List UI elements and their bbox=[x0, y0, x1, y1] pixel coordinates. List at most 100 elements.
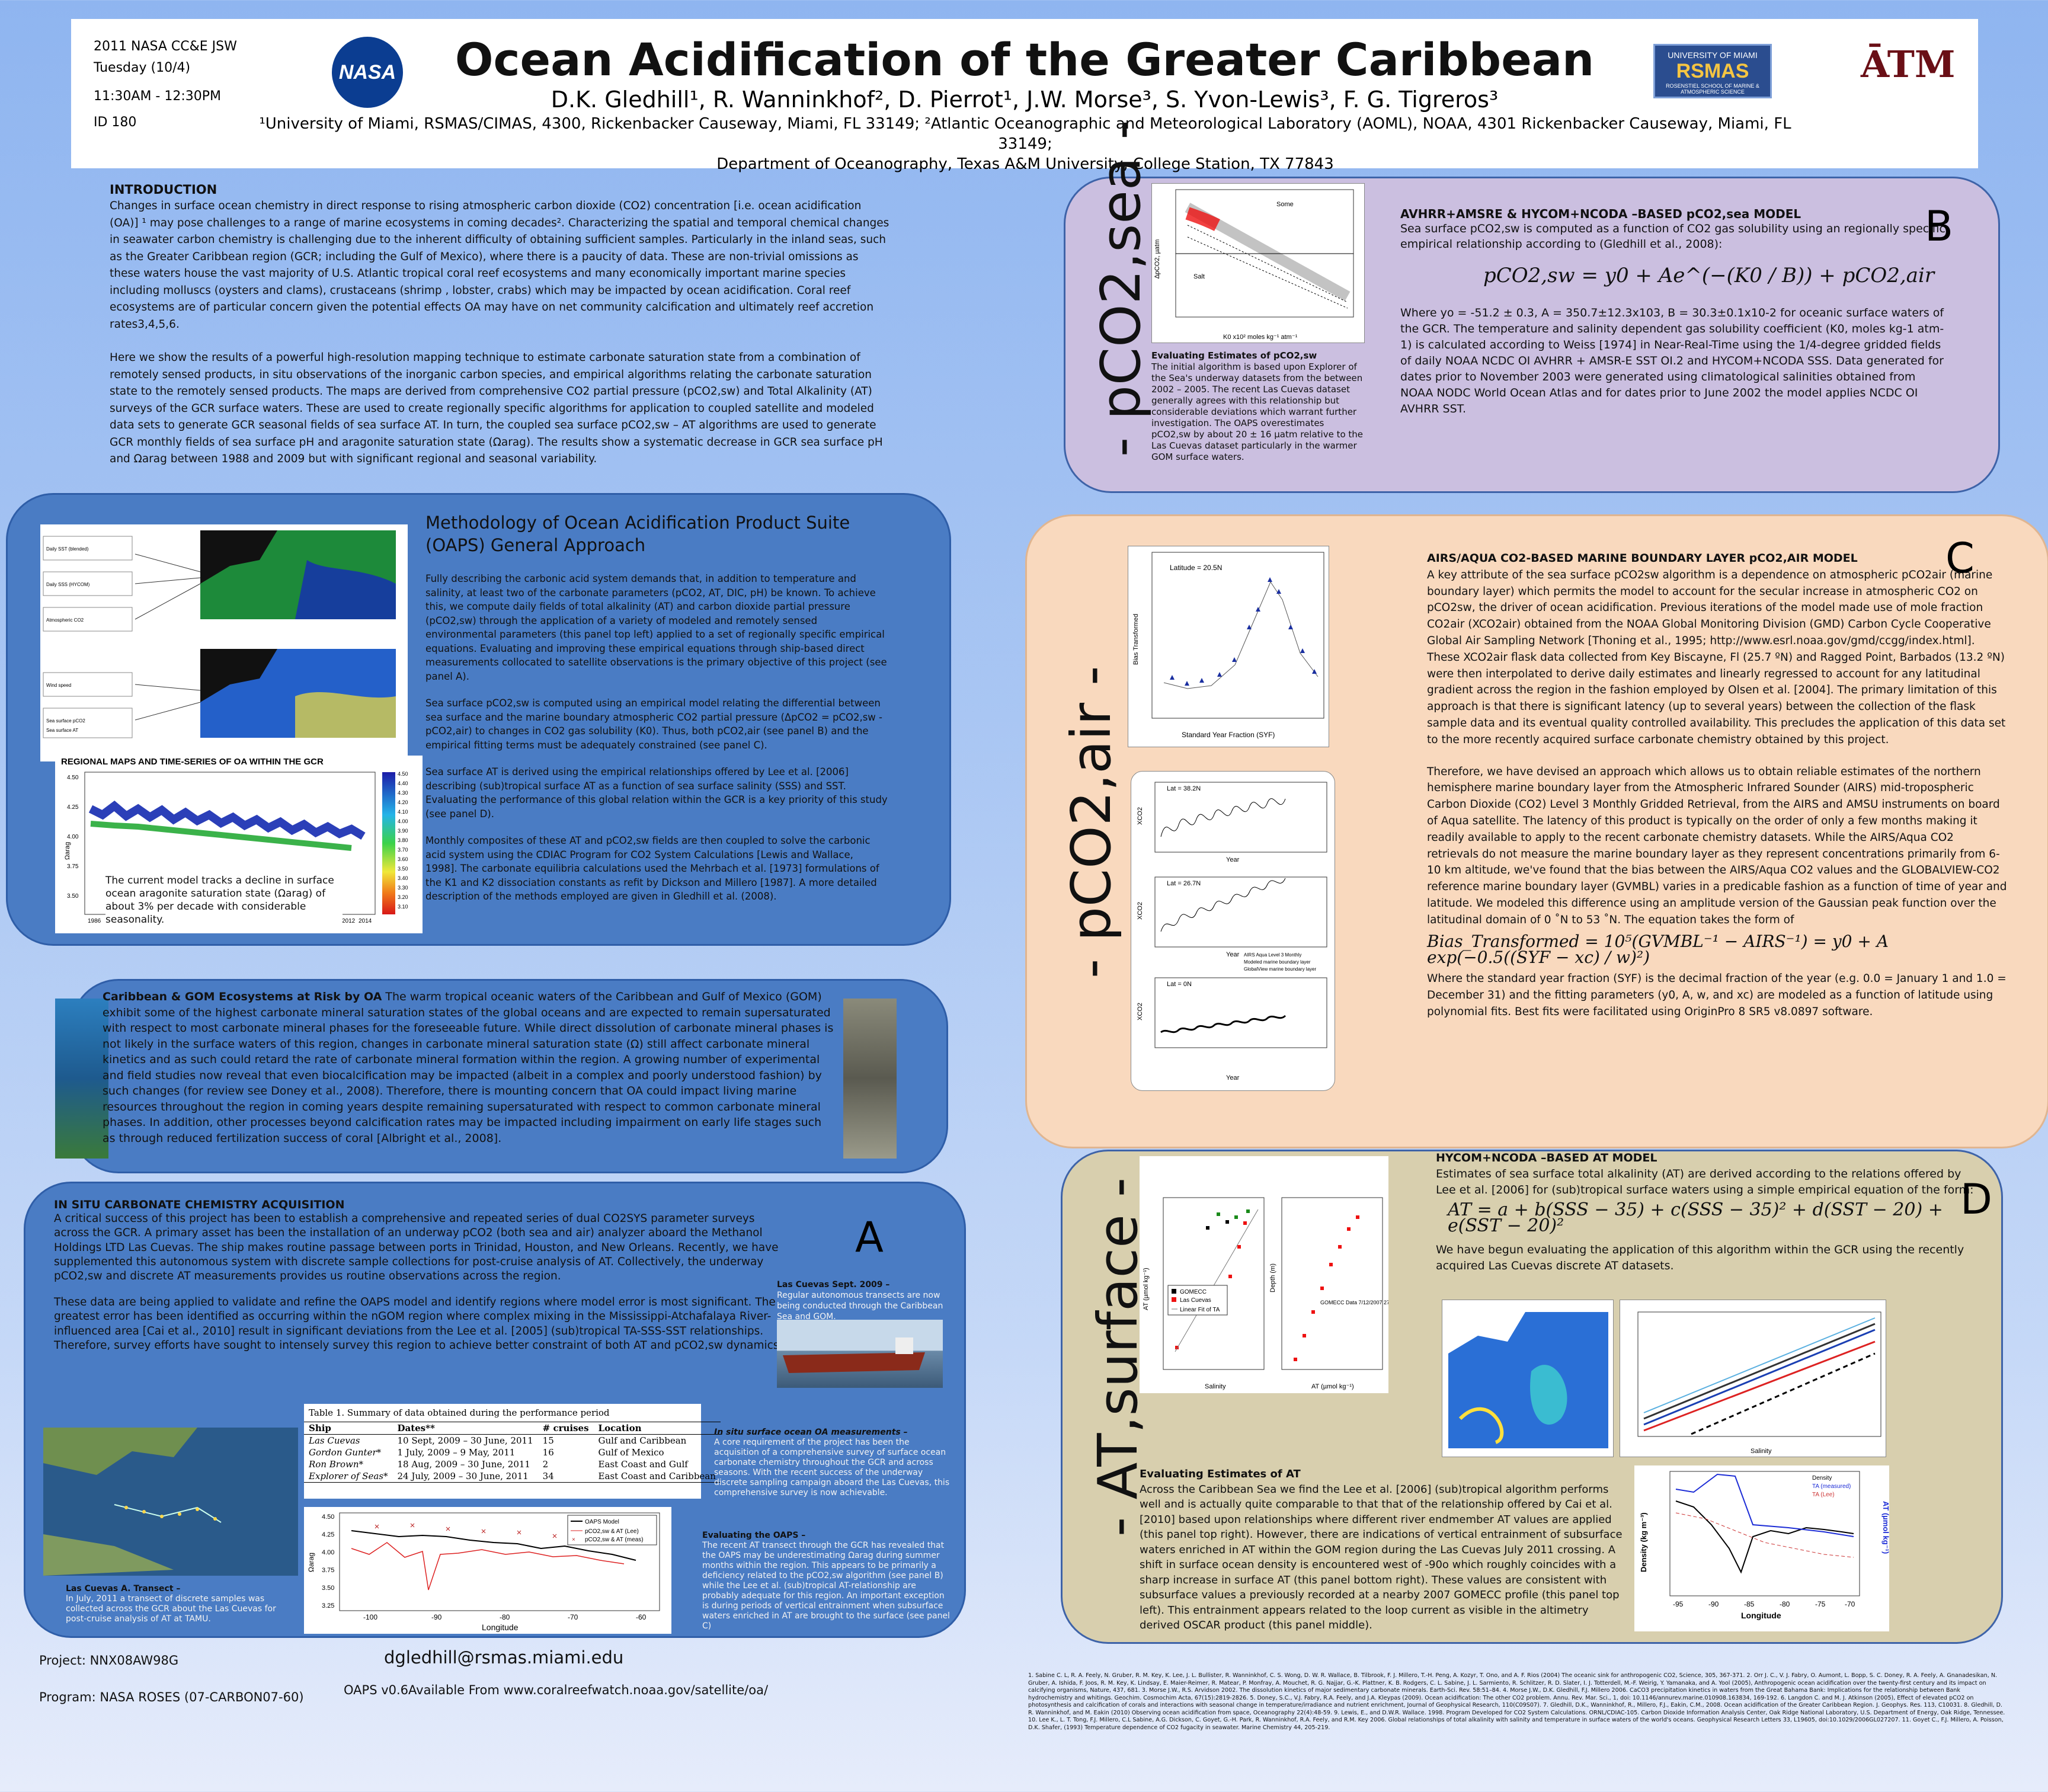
panel-c-paragraph-1: A key attribute of the sea surface pCO2s… bbox=[1427, 568, 2006, 746]
oaps-xlabel: Longitude bbox=[482, 1623, 519, 1632]
panel-b-text: AVHRR+AMSRE & HYCOM+NCODA –BASED pCO2,se… bbox=[1400, 207, 1945, 417]
cbar-tick-10: 3.60 bbox=[398, 856, 408, 862]
insitu-caption: In situ surface ocean OA measurements – … bbox=[714, 1428, 951, 1498]
texas-am-logo: ĀTM bbox=[1861, 43, 1956, 86]
oaps-ytick-1: 4.50 bbox=[322, 1513, 334, 1521]
oaps-meas-points bbox=[375, 1523, 557, 1538]
oaps-ylabel: Ωarag bbox=[307, 1553, 315, 1572]
cruise-summary-table: Table 1. Summary of data obtained during… bbox=[304, 1404, 721, 1499]
panel-a-paragraph-2: These data are being applied to validate… bbox=[54, 1296, 783, 1352]
footer-email[interactable]: dgledhill@rsmas.miami.edu bbox=[384, 1647, 623, 1668]
density-series bbox=[1675, 1500, 1854, 1574]
panel-b-letter: B bbox=[1925, 202, 1954, 251]
panel-b-scatter-svg: Some Salt K0 x10² moles kg⁻¹ atm⁻¹ ∆pCO2… bbox=[1154, 189, 1354, 341]
methods-paragraph-2: Sea surface pCO2,sw is computed using an… bbox=[425, 697, 882, 751]
oaps-xtick-3: -80 bbox=[500, 1613, 510, 1621]
panel-d-ta-svg: GOMECC Las Cuevas Linear Fit of TA Salin… bbox=[1143, 1197, 1419, 1390]
ship-svg bbox=[783, 1337, 925, 1373]
xco2-series-lat26 bbox=[1160, 878, 1286, 932]
panel-d-eval-heading: Evaluating Estimates of AT bbox=[1140, 1468, 1301, 1480]
table-row: Gordon Gunter* 1 July, 2009 – 9 May, 2011… bbox=[304, 1447, 721, 1458]
regional-oa-series-blue bbox=[88, 801, 366, 840]
regional-xtick-2012: 2012 bbox=[342, 918, 356, 924]
panel-d-text: HYCOM+NCODA –BASED AT MODEL Estimates of… bbox=[1436, 1150, 1981, 1274]
cell: 16 bbox=[542, 1447, 554, 1458]
density-legend-2: TA (measured) bbox=[1812, 1483, 1851, 1490]
rsmas-logo-bottom: ROSENSTIEL SCHOOL OF MARINE & ATMOSPHERI… bbox=[1666, 83, 1759, 95]
regional-ytick-5: 3.50 bbox=[67, 893, 79, 900]
oaps-ytick-4: 3.75 bbox=[322, 1567, 334, 1574]
cbar-tick-3: 4.30 bbox=[398, 790, 408, 796]
oaps-legend-2: pCO2,sw & AT (Lee) bbox=[585, 1528, 639, 1535]
cell: East Coast and Caribbean bbox=[598, 1471, 716, 1481]
cell: 18 Aug, 2009 – 30 June, 2011 bbox=[397, 1459, 530, 1470]
methods-flow-svg: Daily SST (blended) Daily SSS (HYCOM) At… bbox=[43, 530, 396, 738]
gomecc-label: GOMECC Data 7/12/2007 27.3N, -95.006 bbox=[1320, 1300, 1388, 1305]
meta-line-2: Tuesday (10/4) bbox=[94, 60, 191, 75]
ta-models-svg: Salinity bbox=[1637, 1311, 1881, 1455]
footer-email-text[interactable]: dgledhill@rsmas.miami.edu bbox=[384, 1647, 624, 1668]
density-xtick-6: -70 bbox=[1845, 1600, 1855, 1608]
xco2-legend-1: AIRS Aqua Level 3 Monthly bbox=[1244, 952, 1301, 958]
ship-photo bbox=[777, 1320, 943, 1388]
bias-fit-line bbox=[1163, 581, 1319, 689]
panel-d-eval: Evaluating Estimates of AT Across the Ca… bbox=[1140, 1467, 1625, 1633]
footer-program: Program: NASA ROSES (07-CARBON07-60) bbox=[39, 1690, 304, 1704]
panel-b-fig-caption: Evaluating Estimates of pCO2,sw The init… bbox=[1151, 350, 1365, 463]
depth-plot-xlabel: AT (µmol kg⁻¹) bbox=[1311, 1383, 1354, 1390]
panel-b: - pCO2,sea - Some Salt K0 x10² moles kg⁻… bbox=[1064, 120, 2000, 493]
panel-c-paragraph-3: Where the standard year fraction (SYF) i… bbox=[1427, 972, 2007, 1018]
oaps-xtick-2: -90 bbox=[431, 1613, 442, 1621]
methods-text: Methodology of Ocean Acidification Produ… bbox=[425, 511, 888, 904]
oaps-model-series bbox=[351, 1530, 636, 1561]
regional-colorbar bbox=[382, 772, 395, 914]
panel-c-bias-svg: Latitude = 20.5N Standard Year Fraction … bbox=[1132, 552, 1324, 739]
density-xlabel: Longitude bbox=[1741, 1611, 1781, 1620]
footer-oaps-link[interactable]: OAPS v0.6Available From www.coralreefwat… bbox=[344, 1683, 769, 1697]
regional-oa-series-green bbox=[90, 821, 352, 851]
panel-d-eval-text: Across the Caribbean Sea we find the Lee… bbox=[1140, 1483, 1623, 1632]
flow-note-2: Daily SSS (HYCOM) bbox=[46, 582, 90, 587]
meta-line-1: 2011 NASA CC&E JSW bbox=[94, 39, 237, 54]
affiliation-line-2: Department of Oceanography, Texas A&M Un… bbox=[716, 155, 1334, 173]
ta-plot-xlabel: Salinity bbox=[1205, 1383, 1226, 1390]
plot-label-salt: Salt bbox=[1193, 273, 1205, 280]
bias-plot-label: Latitude = 20.5N bbox=[1170, 564, 1222, 572]
xco2-legend-3: GlobalView marine boundary layer bbox=[1244, 967, 1316, 972]
introduction-paragraph-2: Here we show the results of a powerful h… bbox=[110, 351, 883, 465]
cell: 10 Sept, 2009 – 30 June, 2011 bbox=[397, 1435, 533, 1446]
xco2-ylabel-2: XCO2 bbox=[1137, 902, 1144, 920]
panel-b-side-label: - pCO2,sea - bbox=[1089, 120, 1153, 457]
cell: 24 July, 2009 – 30 June, 2011 bbox=[397, 1471, 529, 1481]
cruise-th-ship: Ship bbox=[309, 1423, 331, 1433]
xco2-ylabel-3: XCO2 bbox=[1137, 1003, 1144, 1020]
panel-c-bias-plot: Latitude = 20.5N Standard Year Fraction … bbox=[1128, 546, 1329, 747]
bias-plot-xlabel: Standard Year Fraction (SYF) bbox=[1182, 731, 1275, 739]
ta-lee-series bbox=[1675, 1512, 1854, 1558]
xco2-xlabel-3: Year bbox=[1226, 1074, 1240, 1081]
regional-ylabel: Ωarag bbox=[64, 842, 71, 860]
transect-caption: Las Cuevas A. Transect – In July, 2011 a… bbox=[66, 1584, 297, 1624]
xco2-xlabel-2: Year bbox=[1226, 951, 1240, 958]
footer-project: Project: NNX08AW98G bbox=[39, 1653, 179, 1668]
insitu-caption-title: In situ surface ocean OA measurements – bbox=[714, 1428, 908, 1437]
methods-panel: Daily SST (blended) Daily SSS (HYCOM) At… bbox=[6, 493, 951, 946]
flow-note-1: Daily SST (blended) bbox=[46, 546, 89, 552]
oaps-lee-series bbox=[351, 1542, 625, 1591]
xco2-xlabel-1: Year bbox=[1226, 856, 1240, 863]
nasa-logo: NASA bbox=[332, 37, 403, 108]
density-legend-3: TA (Lee) bbox=[1812, 1492, 1835, 1498]
cbar-tick-12: 3.40 bbox=[398, 875, 408, 881]
ta-model-line-4 bbox=[1691, 1352, 1876, 1435]
oaps-ytick-3: 4.00 bbox=[322, 1549, 334, 1556]
panel-d-heading: HYCOM+NCODA –BASED AT MODEL bbox=[1436, 1151, 1657, 1164]
density-xtick-2: -90 bbox=[1708, 1600, 1719, 1608]
flow-note-4: Wind speed bbox=[46, 683, 71, 688]
oaps-xtick-4: -70 bbox=[568, 1613, 578, 1621]
oaps-ytick-2: 4.25 bbox=[322, 1531, 334, 1538]
cruise-table: Ship Dates** # cruises Location Las Cuevas 1… bbox=[304, 1422, 721, 1483]
svg-text:×: × bbox=[572, 1537, 575, 1543]
ta-model-line-5 bbox=[1643, 1317, 1876, 1413]
bias-plot-ylabel: Bias Transformed bbox=[1132, 614, 1140, 665]
panel-d-equation: AT = a + b(SSS − 35) + c(SSS − 35)² + d(… bbox=[1448, 1199, 1943, 1236]
